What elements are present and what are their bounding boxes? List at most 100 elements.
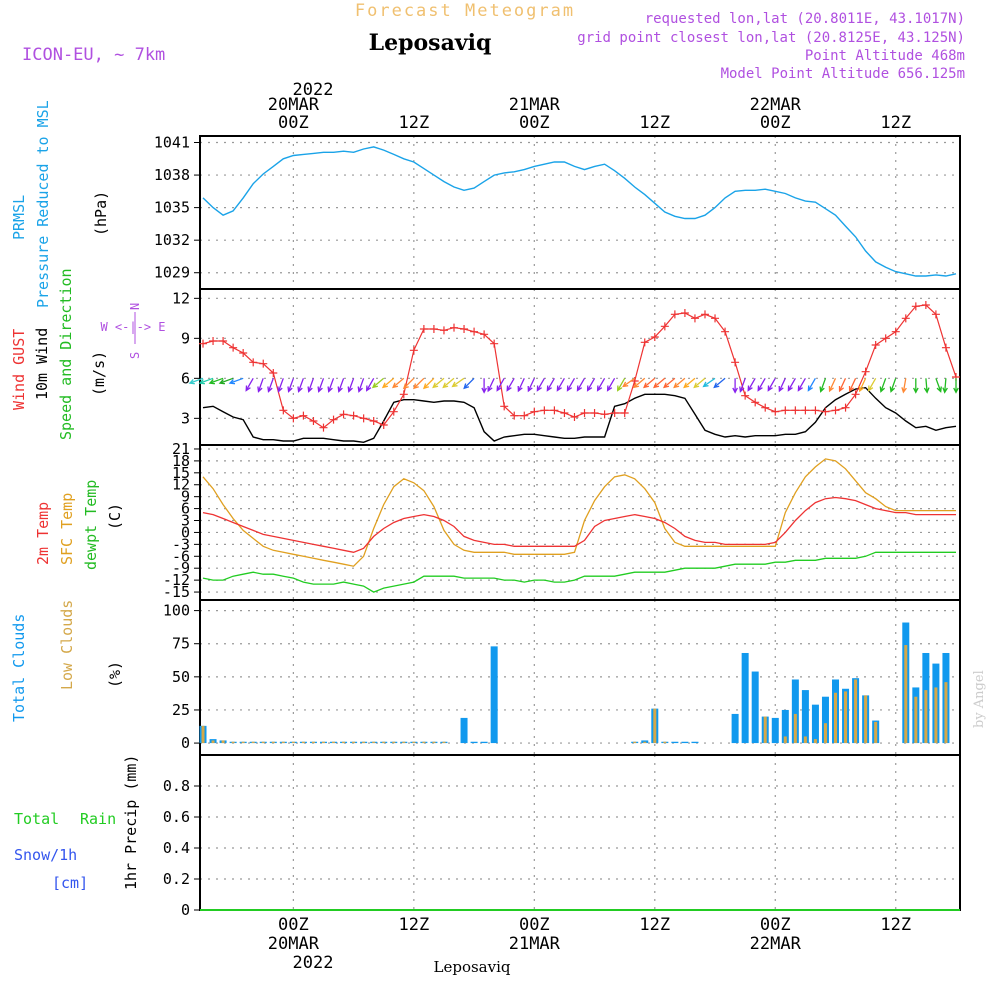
wind-direction-arrow: [517, 378, 525, 393]
low-clouds-bar: [261, 741, 265, 744]
gust-marker: [590, 409, 599, 417]
low-clouds-bar: [944, 682, 948, 744]
gust-marker: [289, 414, 298, 423]
wind-direction-arrow: [643, 377, 656, 389]
gust-marker: [620, 409, 629, 417]
clouds-panel: 0 25 50 75 100: [163, 599, 961, 756]
low-clouds-bar: [281, 741, 285, 744]
time-axis-labels: 20MAR00Z00Z20MAR12Z12Z21MAR00Z00Z21MAR12…: [268, 95, 911, 954]
gust-marker: [399, 390, 408, 399]
y-tick-label: 50: [172, 668, 190, 686]
wind-direction-arrow: [757, 377, 766, 392]
gust-marker: [269, 369, 278, 377]
low-clouds-bar: [392, 741, 396, 744]
wind-direction-arrow: [879, 378, 887, 393]
top-hour-label: 12Z: [398, 113, 429, 133]
low-clouds-bar: [663, 741, 667, 744]
gust-marker: [480, 330, 489, 339]
wind-direction-arrow: [198, 377, 214, 385]
wind-direction-arrow: [317, 378, 325, 393]
y-tick-label: 18: [172, 452, 190, 470]
gust-marker: [690, 314, 699, 323]
gust-marker: [861, 367, 870, 376]
total-clouds-bar: [781, 709, 789, 744]
wind-direction-arrow: [487, 378, 495, 393]
bottom-date-label: 21MAR: [509, 934, 561, 954]
gust-marker: [229, 343, 238, 352]
low-clouds-bar: [763, 716, 767, 744]
wind-direction-arrow: [942, 378, 948, 394]
wind-direction-arrow: [442, 377, 455, 389]
wind-direction-arrow: [923, 378, 930, 394]
low-clouds-bar: [864, 695, 868, 744]
y-tick-label: 100: [163, 602, 190, 620]
gust-marker: [741, 391, 750, 400]
gust-marker: [359, 414, 368, 423]
gust-marker: [711, 314, 720, 323]
low-clouds-bar: [402, 741, 406, 744]
temp-unit: (C): [106, 503, 124, 530]
wind-direction-arrow: [576, 377, 586, 392]
wind-direction-arrow: [838, 378, 847, 393]
wind-direction-arrow: [481, 378, 487, 394]
gust-marker: [520, 411, 529, 420]
watermark: by Angel: [972, 670, 987, 728]
y-tick-label: 75: [172, 635, 190, 653]
wind-direction-arrow: [357, 378, 365, 393]
low-clouds-bar: [834, 692, 838, 744]
gust-marker: [911, 302, 920, 311]
gust-marker: [751, 398, 760, 407]
gust-marker: [831, 406, 840, 415]
wind-direction-arrow: [889, 378, 897, 393]
gust-marker: [700, 310, 709, 319]
wind-direction-arrow: [556, 377, 565, 392]
wind-direction-arrow: [693, 377, 706, 389]
wind-direction-arrow: [586, 377, 596, 392]
gust-marker: [640, 338, 649, 347]
wind-direction-arrow: [307, 378, 315, 393]
low-clouds-bar: [362, 741, 366, 744]
total-clouds-bar: [490, 646, 498, 744]
gust-marker: [319, 423, 328, 432]
total-clouds-bar: [811, 704, 819, 744]
low-clouds-bar: [813, 739, 817, 744]
low-clouds-bar: [924, 690, 928, 744]
wind-direction-arrow: [662, 377, 676, 389]
y-tick-label: 0: [181, 734, 190, 752]
y-tick-label: 3: [181, 512, 190, 530]
wind-direction-arrow: [778, 378, 786, 393]
wind-direction-arrow: [713, 377, 726, 389]
wind-direction-arrow: [848, 378, 857, 393]
wind-direction-arrow: [245, 377, 254, 392]
bottom-hour-label: 12Z: [398, 915, 429, 935]
gust-marker: [731, 358, 740, 367]
wind-direction-arrow: [218, 377, 234, 385]
low-clouds-bar: [311, 741, 315, 744]
gust-marker: [841, 403, 850, 412]
top-year-label: 2022: [293, 80, 334, 100]
wind-direction-arrow: [208, 377, 224, 385]
low-clouds-bar: [422, 741, 426, 744]
wind-direction-arrow: [632, 377, 646, 389]
wind-direction-arrow: [228, 377, 244, 385]
low-clouds-bar: [643, 741, 647, 744]
low-clouds-bar: [251, 741, 255, 744]
gust-marker: [891, 327, 900, 336]
total-clouds-bar: [460, 717, 468, 744]
gust-marker: [580, 409, 589, 417]
pressure-label-long: Pressure Reduced to MSL: [34, 100, 52, 308]
top-hour-label: 00Z: [760, 113, 791, 133]
pressure-label: PRMSL: [10, 195, 28, 240]
y-tick-label: 1035: [154, 199, 190, 217]
sfc-temp-line: [202, 458, 956, 567]
gust-marker: [771, 407, 780, 416]
wind-direction-label: Speed and Direction: [57, 268, 75, 440]
gust-marker: [389, 407, 398, 416]
wind-direction-arrow: [828, 378, 837, 393]
low-clouds-bar: [653, 708, 657, 744]
gust-marker: [791, 406, 800, 415]
gust-marker: [379, 421, 388, 429]
y-tick-label: -15: [163, 583, 190, 601]
wind-direction-arrow: [188, 377, 204, 385]
